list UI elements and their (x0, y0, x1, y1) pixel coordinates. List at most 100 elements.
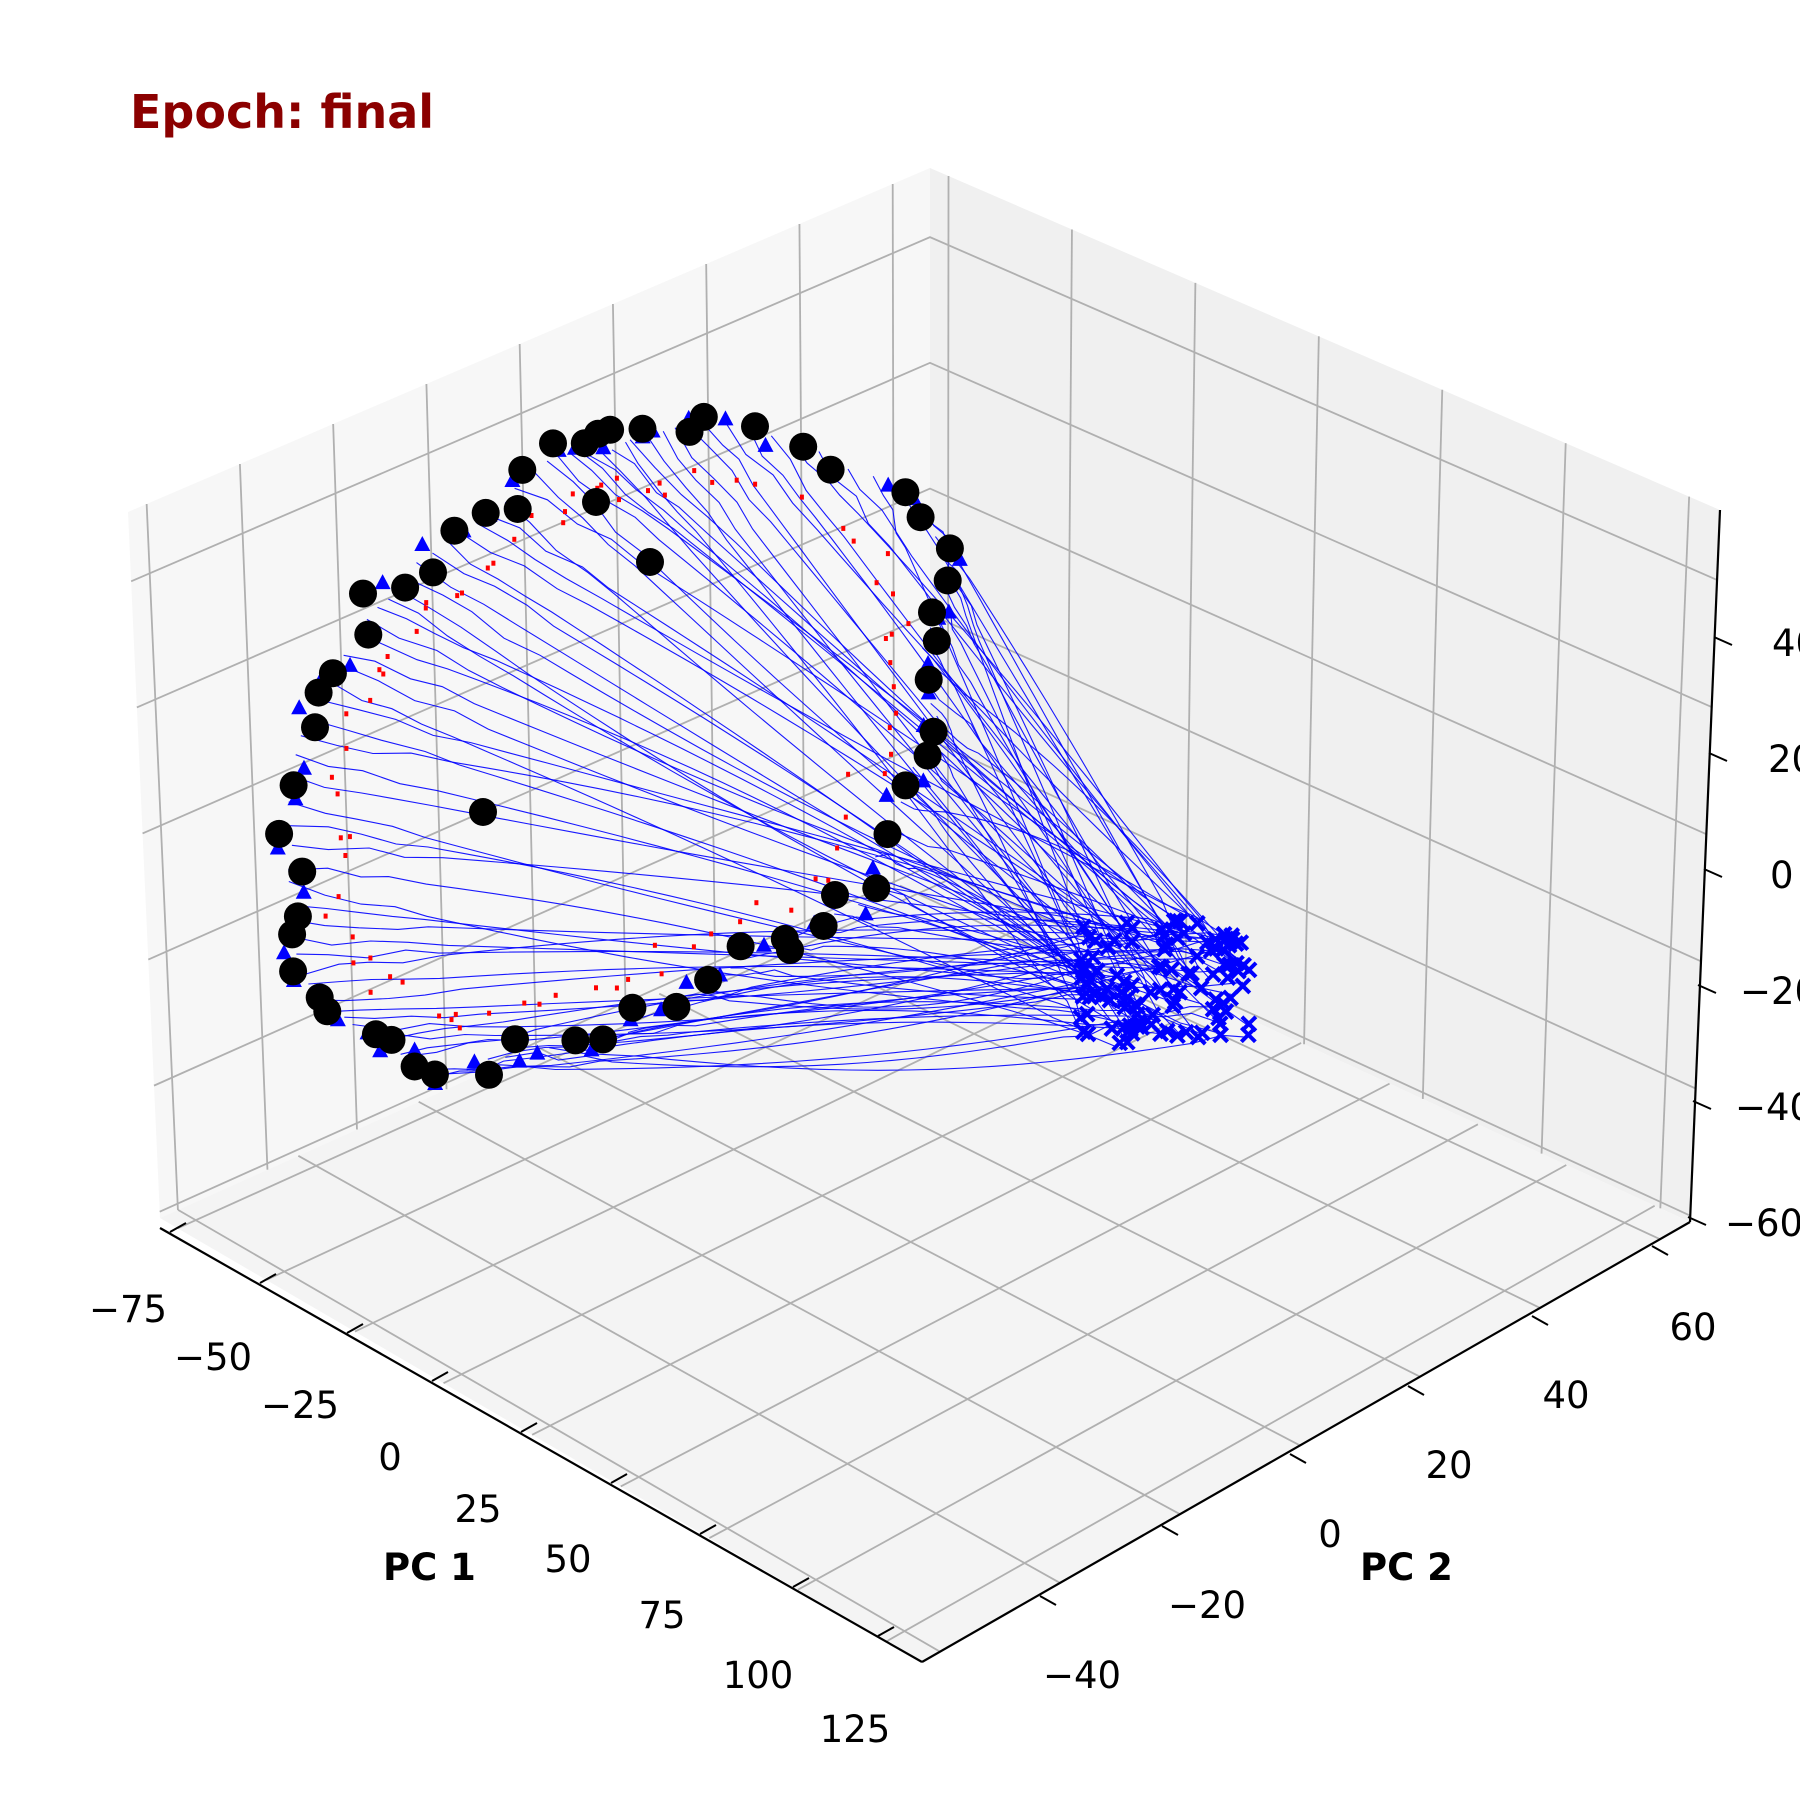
fixed-point-marker (388, 974, 393, 980)
start-x-marker (1156, 940, 1173, 958)
x-tick-label: −75 (89, 1288, 167, 1331)
grid-line (239, 463, 269, 1170)
fixed-point-marker (614, 985, 619, 991)
fixed-point-marker (512, 536, 517, 542)
y-tick (1407, 1385, 1425, 1396)
grid-line (297, 1155, 1061, 1584)
start-x-marker (1168, 1027, 1186, 1045)
fixed-point-marker (835, 845, 840, 851)
grid-line (1659, 496, 1691, 1209)
end-circle-marker (816, 455, 845, 484)
grid-line (1540, 443, 1567, 1154)
fixed-point-marker (343, 853, 348, 858)
fixed-point-marker (883, 636, 888, 641)
fixed-point-marker (599, 482, 604, 488)
fixed-point-marker (457, 1025, 462, 1031)
fixed-point-marker (906, 621, 911, 627)
fixed-point-marker (753, 481, 758, 487)
x-tick (877, 1626, 895, 1637)
fixed-point-marker (789, 907, 794, 913)
end-circle-marker (508, 455, 537, 484)
fixed-point-marker (323, 913, 328, 919)
trajectory-line (394, 587, 1156, 1022)
trajectory-line (949, 567, 1139, 1005)
fixed-point-marker (734, 477, 739, 483)
fixed-point-marker (335, 791, 340, 797)
fixed-point-marker (344, 745, 349, 751)
y-tick (1531, 1315, 1549, 1326)
start-x-marker (1240, 1015, 1258, 1033)
fixed-point-marker (368, 697, 373, 703)
y-tick-label: 60 (1669, 1306, 1716, 1349)
start-x-marker (1124, 919, 1141, 937)
fixed-point-marker (455, 593, 460, 599)
start-x-marker (1088, 962, 1106, 980)
end-triangle-marker (717, 410, 734, 426)
trajectory-line (504, 501, 1164, 1037)
grid-line (418, 1100, 1181, 1515)
end-circle-marker (503, 495, 532, 523)
fixed-point-marker (657, 480, 662, 486)
z-tick (1703, 868, 1723, 878)
end-triangle-marker (878, 786, 895, 802)
fixed-point-marker (754, 900, 759, 906)
end-circle-marker (318, 659, 347, 688)
end-circle-marker (935, 534, 964, 563)
end-circle-marker (475, 1060, 503, 1089)
z-tick (1708, 752, 1728, 762)
grid-line (443, 1001, 1214, 1385)
start-x-marker (1169, 929, 1186, 947)
grid-line (177, 1209, 941, 1653)
trajectory-line (337, 663, 1232, 995)
end-circle-marker (913, 741, 942, 770)
pane-floor (160, 872, 1690, 1662)
fixed-point-marker (851, 538, 856, 544)
x-tick-label: 50 (544, 1538, 591, 1581)
start-x-marker (1220, 936, 1238, 954)
trajectory-line (767, 945, 1136, 1008)
end-circle-marker (265, 819, 294, 848)
end-circle-marker (891, 771, 920, 800)
fixed-point-marker (891, 591, 895, 597)
circle-markers (265, 402, 964, 1089)
start-x-marker (1234, 977, 1252, 995)
end-circle-marker (906, 503, 935, 532)
fixed-point-marker (646, 488, 650, 494)
start-x-marker (1163, 961, 1180, 978)
start-x-marker (1177, 1023, 1195, 1041)
fixed-point-marker (453, 1011, 458, 1017)
end-circle-marker (628, 414, 657, 443)
start-x-marker (1222, 989, 1239, 1007)
x-tick (610, 1473, 628, 1484)
start-x-marker (1215, 925, 1233, 943)
grid-line (142, 487, 1707, 836)
start-x-marker (1073, 969, 1090, 987)
start-x-marker (1072, 951, 1090, 969)
fixed-point-marker (368, 955, 373, 961)
end-circle-marker (914, 665, 943, 694)
grid-line (658, 992, 1421, 1378)
trajectory-line (701, 421, 1085, 931)
start-x-marker (1075, 918, 1092, 936)
fixed-point-marker (414, 628, 419, 634)
fixed-point-marker (710, 479, 715, 485)
trajectory-line (549, 1034, 1247, 1071)
start-x-marker (1080, 928, 1098, 946)
fixed-point-marker (338, 835, 343, 841)
start-x-marker (1192, 979, 1210, 997)
end-triangle-marker (678, 973, 695, 989)
z-tick (1713, 636, 1733, 646)
trajectory-line (818, 451, 1240, 961)
start-x-marker (1207, 940, 1225, 957)
start-x-marker (1108, 967, 1126, 984)
fixed-point-marker (887, 725, 892, 731)
fixed-point-marker (449, 1017, 454, 1023)
z-tick-label: −60 (1725, 1202, 1800, 1245)
y-tick-label: −40 (1043, 1654, 1121, 1697)
grid-line (531, 1042, 1302, 1436)
trajectory-line (368, 994, 1093, 1040)
x-tick-label: 75 (638, 1594, 685, 1637)
grid-line (1065, 229, 1073, 935)
x-tick (346, 1323, 364, 1334)
